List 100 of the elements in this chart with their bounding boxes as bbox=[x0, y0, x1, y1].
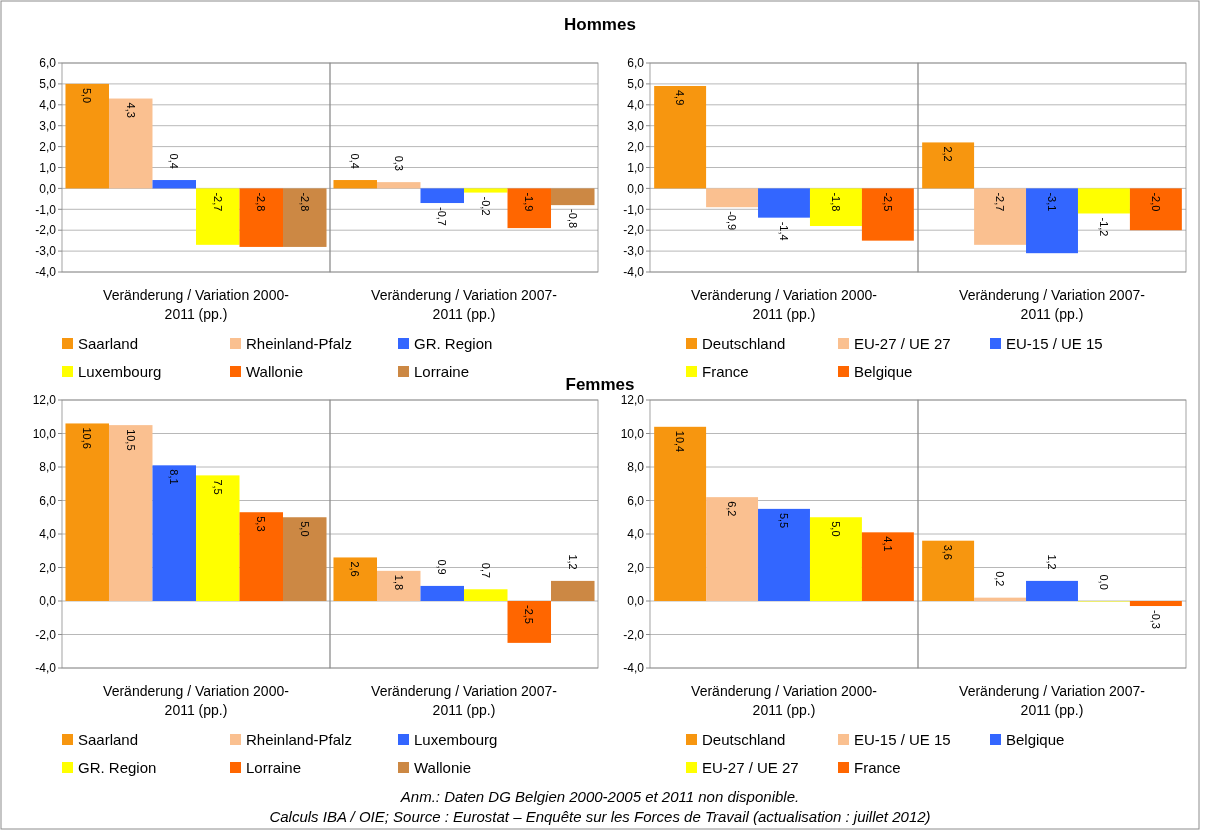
data-label: -3,1 bbox=[1046, 192, 1058, 212]
bar bbox=[922, 142, 975, 189]
data-label: 0,9 bbox=[436, 559, 449, 575]
y-tick-label: 2,0 bbox=[627, 139, 645, 154]
data-label: 1,2 bbox=[566, 554, 579, 570]
bar bbox=[922, 540, 975, 601]
chart-title: Femmes bbox=[565, 375, 635, 394]
legend-label: EU-27 / UE 27 bbox=[702, 759, 799, 777]
data-label: 5,3 bbox=[255, 516, 268, 532]
y-tick-label: -2,0 bbox=[623, 223, 645, 238]
y-tick-label: 3,0 bbox=[627, 118, 645, 133]
legend-label: EU-15 / UE 15 bbox=[854, 731, 951, 749]
data-label: -1,8 bbox=[829, 192, 842, 212]
legend-label: GR. Region bbox=[78, 759, 157, 777]
y-tick-label: 0,0 bbox=[627, 594, 645, 609]
data-label: -2,7 bbox=[994, 192, 1007, 212]
x-tick-label: Veränderung / Variation 2000-2011 (pp.) bbox=[691, 683, 878, 718]
legend-label: Luxembourg bbox=[414, 731, 498, 749]
data-label: -2,8 bbox=[298, 192, 311, 212]
y-tick-label: -3,0 bbox=[35, 244, 57, 259]
data-label: 0,4 bbox=[349, 153, 362, 169]
data-label: 5,5 bbox=[778, 512, 790, 529]
legend-label: Rheinland-Pfalz bbox=[246, 731, 352, 749]
bar bbox=[551, 188, 595, 206]
legend-label: EU-27 / UE 27 bbox=[854, 335, 951, 353]
data-label: 10,5 bbox=[124, 429, 137, 451]
y-tick-label: 10,0 bbox=[32, 426, 57, 441]
legend-label: Belgique bbox=[1006, 731, 1065, 749]
bar bbox=[507, 601, 552, 643]
y-tick-label: -2,0 bbox=[35, 223, 57, 238]
y-tick-label: -4,0 bbox=[35, 661, 57, 676]
data-label: 1,8 bbox=[392, 574, 405, 591]
data-label: 2,2 bbox=[942, 146, 955, 162]
legend-label: EU-15 / UE 15 bbox=[1006, 335, 1103, 353]
y-tick-label: 3,0 bbox=[39, 118, 57, 133]
y-tick-label: -1,0 bbox=[623, 202, 645, 217]
legend-label: GR. Region bbox=[414, 335, 493, 353]
data-label: -2,5 bbox=[881, 192, 894, 212]
y-tick-label: 6,0 bbox=[39, 56, 57, 71]
data-label: 0,3 bbox=[392, 155, 405, 171]
bar bbox=[974, 597, 1027, 601]
data-label: 3,6 bbox=[942, 544, 955, 560]
legend-label: France bbox=[854, 759, 901, 777]
y-tick-label: 12,0 bbox=[620, 393, 645, 408]
data-label: -1,2 bbox=[1097, 217, 1110, 237]
legend-label: Wallonie bbox=[246, 363, 303, 381]
y-tick-label: 2,0 bbox=[39, 560, 57, 575]
data-label: -0,8 bbox=[566, 209, 579, 229]
data-label: 4,9 bbox=[674, 89, 687, 106]
legend-label: Luxembourg bbox=[78, 363, 162, 381]
y-tick-label: -4,0 bbox=[35, 265, 57, 280]
legend-label: Saarland bbox=[78, 335, 139, 353]
y-tick-label: 4,0 bbox=[627, 98, 645, 112]
legend-label: Lorraine bbox=[246, 759, 302, 777]
data-label: 0,0 bbox=[1097, 574, 1110, 590]
data-label: 0,2 bbox=[994, 571, 1007, 587]
y-tick-label: 1,0 bbox=[39, 160, 57, 175]
bar bbox=[333, 557, 377, 601]
y-tick-label: 0,0 bbox=[627, 181, 645, 196]
y-tick-label: 0,0 bbox=[39, 181, 57, 196]
legend-label: Wallonie bbox=[414, 759, 471, 777]
data-label: -2,8 bbox=[255, 192, 268, 212]
data-label: -1,9 bbox=[523, 192, 536, 212]
data-label: 4,1 bbox=[881, 536, 894, 552]
y-tick-label: 6,0 bbox=[627, 493, 645, 508]
y-tick-label: 10,0 bbox=[620, 426, 645, 441]
y-tick-label: 2,0 bbox=[627, 560, 645, 575]
x-tick-label: Veränderung / Variation 2007-2011 (pp.) bbox=[959, 287, 1146, 322]
y-tick-label: -1,0 bbox=[35, 202, 57, 217]
y-tick-label: 8,0 bbox=[39, 460, 57, 475]
data-label: 5,0 bbox=[829, 521, 842, 537]
bar bbox=[464, 589, 508, 601]
y-tick-label: -4,0 bbox=[623, 661, 645, 676]
data-label: -0,9 bbox=[726, 211, 739, 231]
bar bbox=[376, 570, 421, 601]
data-label: -0,7 bbox=[436, 207, 449, 226]
data-label: 7,5 bbox=[211, 479, 224, 495]
bar bbox=[1129, 601, 1182, 607]
legend-label: Saarland bbox=[78, 731, 139, 749]
data-label: 0,4 bbox=[168, 153, 181, 169]
bar bbox=[1129, 188, 1182, 231]
data-label: 10,6 bbox=[81, 427, 94, 449]
x-tick-label: Veränderung / Variation 2007-2011 (pp.) bbox=[371, 287, 558, 322]
y-tick-label: 6,0 bbox=[39, 493, 57, 508]
y-tick-label: 8,0 bbox=[627, 460, 645, 475]
y-tick-label: 1,0 bbox=[627, 160, 645, 175]
y-tick-label: 4,0 bbox=[39, 527, 57, 542]
data-label: -2,0 bbox=[1149, 192, 1162, 212]
y-tick-label: 4,0 bbox=[39, 98, 57, 112]
legend-label: France bbox=[702, 363, 749, 381]
bar bbox=[1077, 188, 1130, 214]
data-label: 6,2 bbox=[726, 501, 739, 517]
y-tick-label: -4,0 bbox=[623, 265, 645, 280]
y-tick-label: -2,0 bbox=[623, 627, 645, 642]
data-label: -2,7 bbox=[211, 192, 224, 212]
bar bbox=[1026, 580, 1078, 601]
bar bbox=[376, 182, 421, 189]
data-label: 5,0 bbox=[81, 87, 94, 104]
data-label: 1,2 bbox=[1046, 554, 1058, 570]
y-tick-label: 5,0 bbox=[39, 77, 57, 92]
